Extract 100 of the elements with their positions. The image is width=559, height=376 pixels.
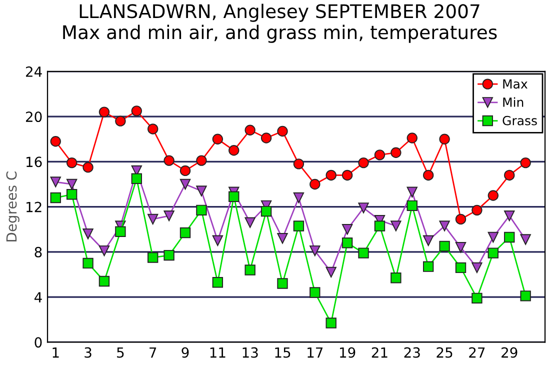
point — [66, 157, 78, 168]
y-tick-label: 24 — [26, 66, 42, 77]
point — [212, 277, 224, 288]
legend-label: Max — [503, 79, 528, 89]
point — [228, 145, 240, 156]
point — [131, 106, 142, 116]
legend-label: Min — [503, 97, 524, 107]
point — [326, 266, 336, 278]
point — [293, 158, 304, 170]
x-tick-label: 7 — [150, 347, 156, 358]
point — [390, 220, 402, 232]
point — [82, 258, 94, 269]
x-tick-label: 11 — [210, 347, 226, 358]
point — [277, 233, 288, 244]
point — [406, 132, 418, 144]
point — [148, 124, 158, 134]
point — [98, 106, 110, 118]
point — [98, 245, 110, 256]
point — [406, 186, 418, 198]
point — [164, 250, 174, 261]
point — [66, 178, 78, 190]
point — [293, 220, 304, 232]
chart-title: LLANSADWRN, Anglesey SEPTEMBER 2007 Max and min air, and grass min, temperatures — [63, 4, 497, 43]
x-tick-label: 23 — [404, 347, 420, 358]
point — [342, 224, 353, 235]
point — [228, 191, 240, 202]
point — [374, 220, 386, 232]
point — [310, 245, 320, 256]
point — [164, 210, 174, 222]
point — [439, 134, 450, 144]
y-tick-label: 12 — [26, 202, 42, 212]
x-tick-label: 3 — [84, 347, 92, 358]
point — [293, 192, 304, 204]
x-tick-label: 1 — [52, 347, 59, 358]
x-tick-label: 19 — [340, 347, 356, 358]
point — [326, 318, 336, 328]
point — [358, 248, 369, 258]
point — [244, 124, 256, 136]
x-tick-label: 21 — [372, 347, 388, 358]
point — [244, 217, 256, 228]
point — [488, 190, 499, 201]
point — [148, 252, 158, 263]
point — [342, 238, 353, 248]
x-tick-label: 9 — [182, 347, 189, 358]
point — [244, 264, 256, 276]
point — [196, 204, 207, 216]
point — [310, 287, 320, 298]
y-tick-label: 4 — [34, 292, 42, 302]
point — [212, 134, 224, 144]
x-tick-label: 17 — [308, 347, 323, 358]
point — [131, 173, 142, 184]
point — [455, 242, 466, 253]
point — [148, 214, 158, 225]
point — [82, 228, 94, 240]
point — [180, 165, 191, 176]
point — [326, 170, 336, 181]
point — [310, 178, 320, 190]
point — [423, 235, 434, 246]
point — [520, 157, 531, 168]
x-tick-label: 27 — [469, 347, 485, 358]
point — [50, 176, 61, 188]
point — [423, 170, 434, 181]
point — [180, 227, 191, 238]
point — [423, 261, 434, 272]
point — [50, 136, 61, 147]
point — [520, 290, 531, 302]
point — [472, 204, 482, 216]
point — [439, 240, 450, 252]
point — [504, 232, 515, 243]
point — [488, 248, 499, 258]
point — [164, 155, 174, 166]
point — [358, 202, 369, 214]
point — [390, 147, 402, 158]
point — [504, 210, 515, 222]
point — [66, 189, 78, 200]
point — [277, 278, 288, 289]
point — [196, 155, 207, 166]
point — [342, 170, 353, 181]
point — [374, 150, 386, 160]
point — [82, 162, 94, 173]
point — [115, 116, 126, 126]
point — [277, 126, 288, 137]
point — [212, 235, 224, 246]
point — [488, 232, 499, 243]
y-axis-title: Degrees C — [6, 172, 20, 242]
point — [406, 200, 418, 212]
point — [390, 272, 402, 284]
point — [358, 157, 369, 168]
x-tick-label: 29 — [502, 347, 518, 358]
point — [455, 262, 466, 274]
x-tick-label: 5 — [117, 347, 124, 358]
point — [455, 214, 466, 225]
legend-label: Grass — [502, 116, 537, 126]
y-tick-label: 8 — [34, 246, 42, 258]
point — [439, 220, 450, 232]
point — [180, 178, 191, 190]
point — [504, 170, 515, 181]
y-tick-label: 0 — [34, 337, 42, 348]
x-tick-label: 13 — [242, 347, 258, 358]
point — [520, 234, 531, 245]
